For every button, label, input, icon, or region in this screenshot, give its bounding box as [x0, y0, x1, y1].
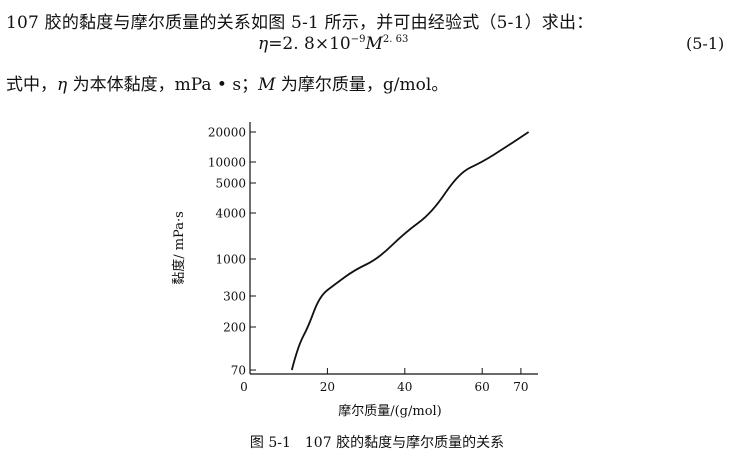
chart-svg: 20000 10000 5000 4000 1000 300 200 70 0 20 40 60 70… [171, 122, 538, 419]
definition-prefix: 式中， [6, 75, 57, 95]
y-tick-label: 20000 [208, 126, 246, 140]
y-ticks: 20000 10000 5000 4000 1000 300 200 70 [208, 126, 256, 378]
eq-exponent-1: −9 [350, 34, 366, 45]
definition-eta: η [57, 75, 68, 95]
x-axis-label: 摩尔质量/(g/mol) [338, 403, 442, 419]
y-tick-label: 200 [223, 321, 246, 335]
x-tick-label: 60 [475, 380, 490, 394]
y-tick-label: 300 [223, 290, 246, 304]
definition-molar-mass: 为摩尔质量，g/mol。 [275, 75, 449, 95]
viscosity-chart: 20000 10000 5000 4000 1000 300 200 70 0 20 40 60 70… [160, 112, 560, 428]
y-tick-label: 4000 [215, 207, 246, 221]
x-tick-label: 20 [320, 380, 335, 394]
viscosity-curve [290, 131, 530, 371]
x-tick-label: 0 [240, 380, 248, 394]
figure-caption: 图 5-1 107 胶的黏度与摩尔质量的关系 [249, 435, 505, 451]
eta-symbol: η [258, 34, 269, 54]
definition-line: 式中，η 为本体黏度，mPa • s；M 为摩尔质量，g/mol。 [6, 70, 448, 95]
eq-exponent-2: 2. 63 [382, 34, 409, 45]
empirical-equation: η=2. 8×10−9M2. 63 [258, 34, 408, 54]
x-tick-label: 70 [513, 380, 528, 394]
eq-coefficient: =2. 8×10 [268, 34, 351, 54]
y-axis-label: 黏度/ mPa·s [171, 211, 187, 285]
x-ticks: 0 20 40 60 70 [240, 368, 529, 394]
definition-m: M [258, 75, 276, 95]
definition-viscosity: 为本体黏度，mPa • s； [67, 75, 259, 95]
y-tick-label: 10000 [208, 156, 246, 170]
molar-mass-symbol: M [365, 34, 383, 54]
intro-line: 107 胶的黏度与摩尔质量的关系如图 5-1 所示，并可由经验式（5-1）求出： [6, 13, 594, 33]
x-tick-label: 40 [397, 380, 412, 394]
y-tick-label: 70 [231, 364, 246, 378]
y-tick-label: 1000 [215, 253, 246, 267]
y-tick-label: 5000 [215, 177, 246, 191]
equation-number: (5-1) [686, 34, 725, 53]
